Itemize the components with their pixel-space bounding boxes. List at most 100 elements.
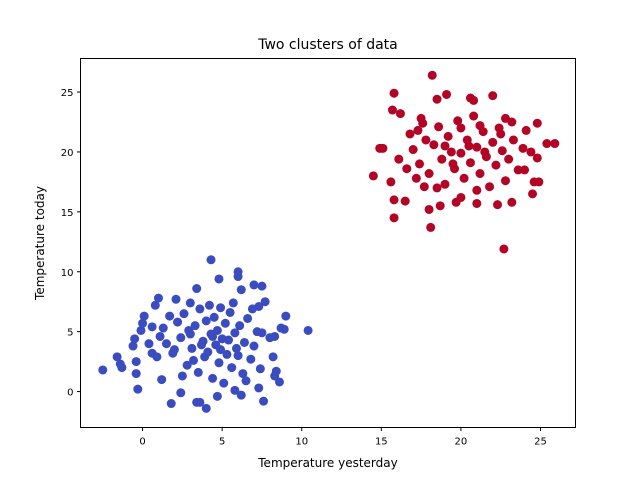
chart-title: Two clusters of data	[257, 37, 398, 53]
y-axis: 0 5 10 15 20 25	[61, 88, 81, 399]
point-series-1-70	[513, 165, 523, 175]
point-series-1-38	[451, 197, 461, 207]
point-series-0-45	[201, 403, 211, 413]
point-series-1-12	[426, 222, 436, 232]
point-series-0-86	[249, 341, 259, 351]
point-series-0-75	[220, 318, 230, 328]
point-series-0-22	[214, 274, 224, 284]
point-series-0-53	[173, 317, 183, 327]
point-series-0-64	[203, 347, 213, 357]
point-series-1-84	[520, 165, 530, 175]
point-series-0-54	[179, 309, 189, 319]
point-series-1-73	[411, 173, 421, 183]
point-series-1-60	[478, 127, 488, 137]
point-series-0-5	[131, 369, 141, 379]
point-series-1-46	[434, 122, 444, 132]
point-series-1-9	[389, 213, 399, 223]
point-series-0-24	[233, 272, 243, 282]
point-series-1-0	[427, 70, 437, 80]
point-series-1-25	[532, 118, 542, 128]
point-series-1-1	[389, 88, 399, 98]
point-series-1-72	[405, 129, 415, 139]
point-series-1-31	[534, 177, 544, 187]
point-series-1-4	[368, 171, 378, 181]
point-series-0-81	[235, 321, 245, 331]
x-axis: 0 5 10 15 20 25	[139, 427, 547, 448]
point-series-0-0	[98, 365, 108, 375]
point-series-0-13	[152, 352, 162, 362]
point-series-1-19	[469, 95, 479, 105]
point-series-1-74	[440, 141, 450, 151]
point-series-0-4	[133, 384, 143, 394]
point-series-1-49	[443, 131, 453, 141]
point-series-1-29	[532, 153, 542, 163]
point-series-1-81	[472, 185, 482, 195]
point-series-0-36	[265, 333, 275, 343]
point-series-0-18	[171, 294, 181, 304]
point-series-1-59	[475, 169, 485, 179]
point-series-1-47	[437, 154, 447, 164]
x-axis-label: Temperature yesterday	[257, 456, 397, 470]
y-tick-label: 25	[61, 88, 74, 99]
points-layer	[98, 70, 560, 413]
point-series-1-76	[464, 141, 474, 151]
point-series-0-90	[176, 333, 186, 343]
point-series-0-31	[281, 311, 291, 321]
point-series-0-102	[241, 376, 251, 386]
point-series-0-87	[252, 327, 262, 337]
point-series-0-34	[303, 325, 313, 335]
point-series-0-97	[233, 351, 243, 361]
point-series-0-83	[239, 337, 249, 347]
point-series-1-41	[408, 145, 418, 155]
point-series-1-3	[395, 109, 405, 119]
point-series-0-41	[274, 377, 284, 387]
point-series-0-82	[238, 369, 248, 379]
point-series-0-48	[212, 391, 222, 401]
point-series-0-10	[138, 318, 148, 328]
point-series-0-26	[249, 280, 259, 290]
point-series-0-100	[185, 298, 195, 308]
point-series-0-42	[254, 383, 264, 393]
point-series-0-78	[227, 363, 237, 373]
point-series-1-36	[472, 198, 482, 208]
point-series-1-78	[456, 123, 466, 133]
point-series-0-95	[216, 345, 226, 355]
y-tick-label: 5	[67, 328, 73, 339]
point-series-0-38	[268, 352, 278, 362]
point-series-1-44	[424, 169, 434, 179]
point-series-0-6	[131, 357, 141, 367]
y-tick-label: 10	[61, 268, 74, 279]
point-series-0-19	[176, 388, 186, 398]
point-series-1-69	[508, 135, 518, 145]
point-series-1-8	[389, 195, 399, 205]
point-series-1-13	[419, 182, 429, 192]
point-series-0-1	[112, 352, 122, 362]
point-series-0-14	[153, 293, 163, 303]
point-series-0-74	[219, 378, 229, 388]
point-series-1-43	[421, 135, 431, 145]
point-series-1-63	[488, 137, 498, 147]
point-series-1-77	[480, 147, 490, 157]
point-series-1-10	[400, 196, 410, 206]
y-tick-label: 15	[61, 208, 74, 219]
point-series-0-98	[177, 371, 187, 381]
point-series-0-9	[139, 311, 149, 321]
point-series-1-82	[418, 118, 428, 128]
x-tick-label: 10	[295, 437, 308, 448]
point-series-1-83	[394, 154, 404, 164]
point-series-0-76	[222, 349, 232, 359]
point-series-1-58	[472, 142, 482, 152]
point-series-0-15	[150, 300, 160, 310]
point-series-0-60	[195, 304, 205, 314]
point-series-1-79	[432, 183, 442, 193]
point-series-0-40	[270, 371, 280, 381]
point-series-0-58	[190, 321, 200, 331]
point-series-0-77	[225, 307, 235, 317]
point-series-0-68	[209, 312, 219, 322]
point-series-0-88	[255, 364, 265, 374]
point-series-1-50	[446, 147, 456, 157]
point-series-0-57	[187, 343, 197, 353]
point-series-0-70	[212, 325, 222, 335]
point-series-1-24	[521, 125, 531, 135]
